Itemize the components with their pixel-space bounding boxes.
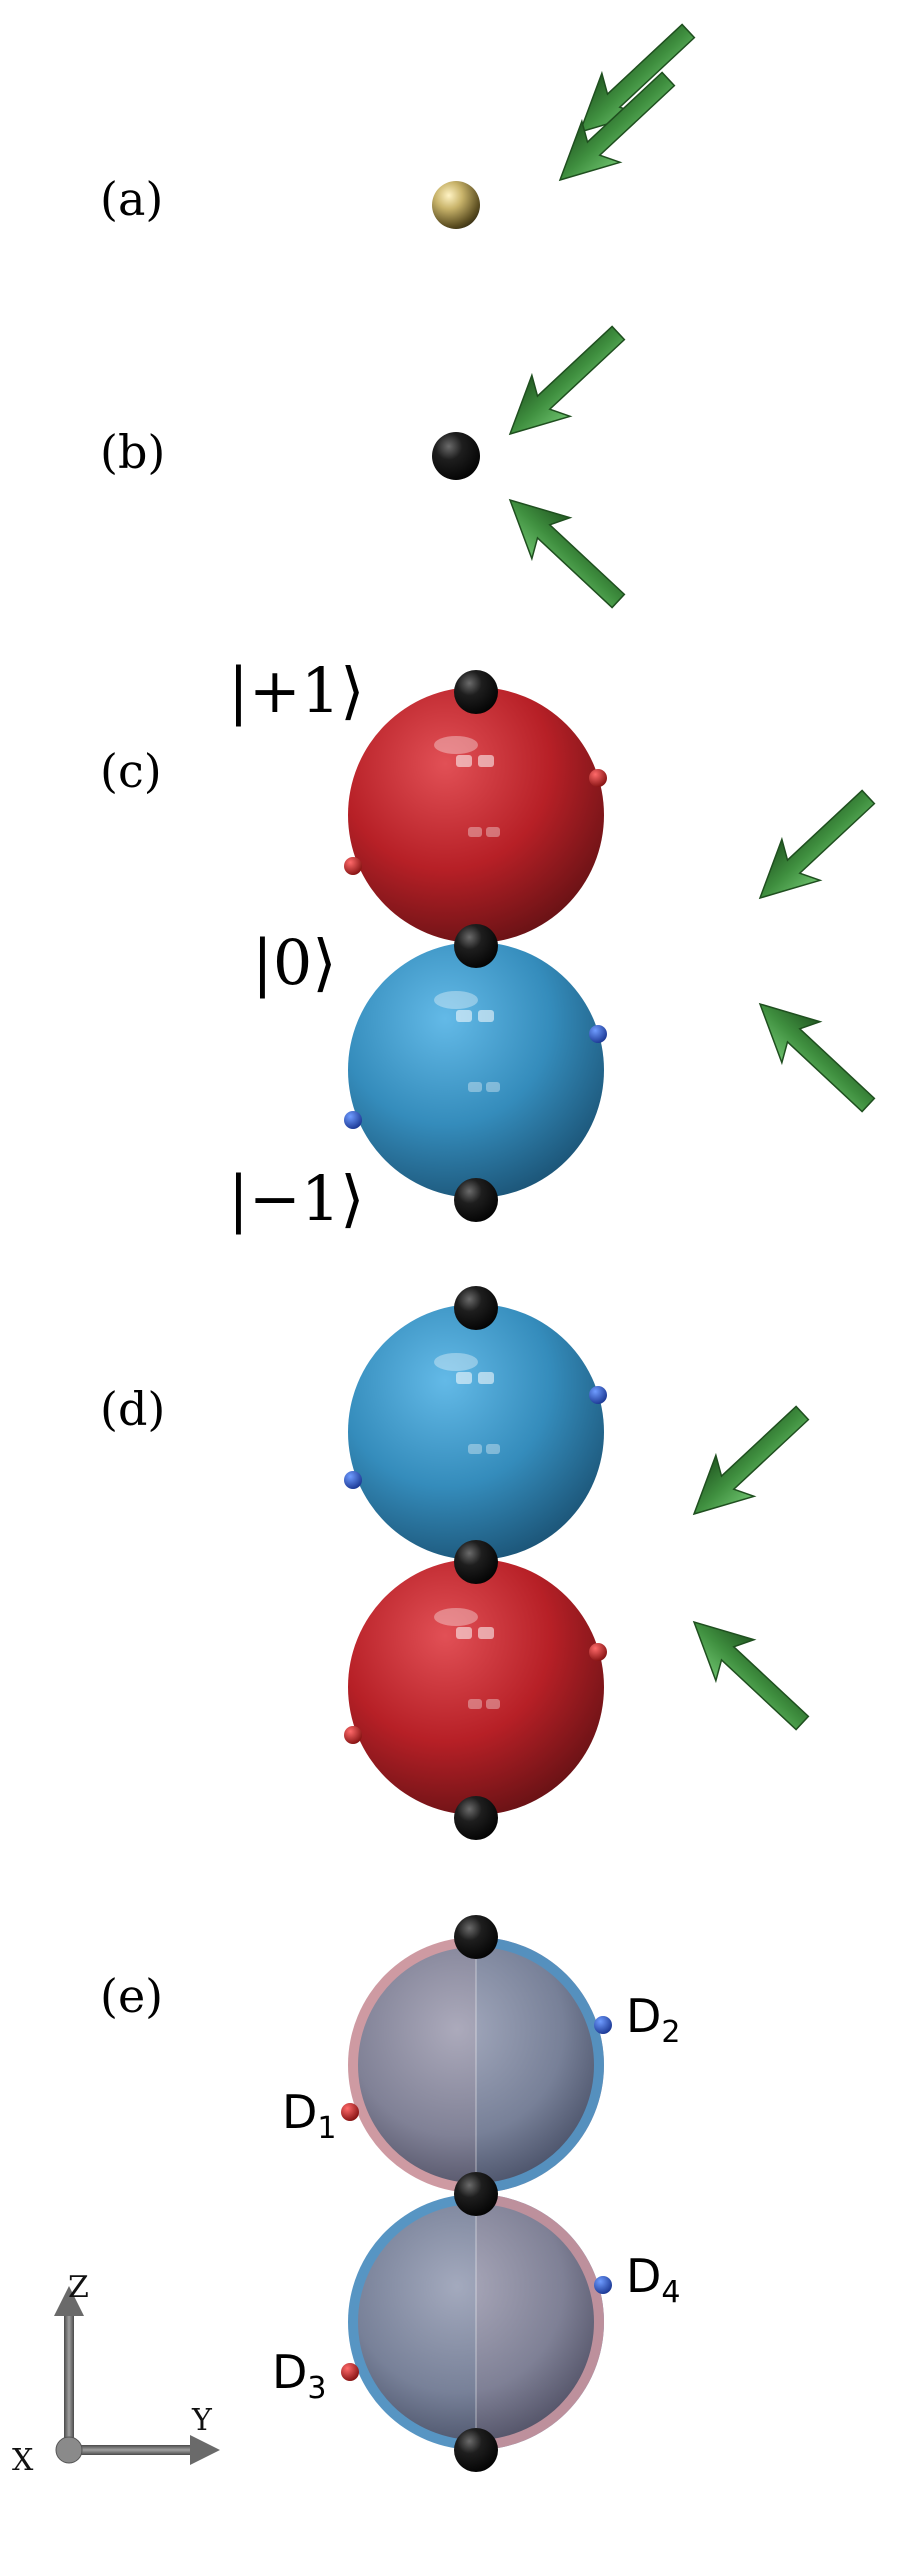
red-satellite-atom — [344, 857, 362, 875]
laser-arrow — [490, 311, 639, 456]
laser-arrow — [740, 775, 889, 920]
ket-minus-one: |−1⟩ — [228, 1162, 364, 1235]
black-atom — [432, 432, 480, 480]
detector-label-d3: D3 — [272, 2345, 327, 2406]
blue-sphere — [348, 1304, 604, 1560]
red-satellite-atom — [341, 2363, 359, 2381]
red-satellite-atom — [589, 769, 607, 787]
mixed-sphere — [358, 1947, 594, 2183]
black-atom — [454, 1540, 498, 1584]
panel-e-label: (e) — [100, 1969, 163, 2023]
laser-arrow — [540, 57, 689, 202]
red-sphere — [348, 1559, 604, 1815]
x-axis-label: X — [12, 2443, 34, 2478]
mixed-sphere — [358, 2204, 594, 2440]
laser-arrow — [674, 1391, 823, 1536]
red-satellite-atom — [344, 1726, 362, 1744]
detector-label-d4: D4 — [626, 2249, 681, 2310]
panel-c: (c) |+1⟩ |0⟩ |−1⟩ — [100, 654, 889, 1235]
panel-d-label: (d) — [100, 1382, 165, 1436]
y-axis — [74, 2445, 194, 2455]
black-atom — [454, 1796, 498, 1840]
gold-atom — [432, 181, 480, 229]
blue-satellite-atom — [594, 2276, 612, 2294]
z-axis-label: Z — [68, 2270, 89, 2305]
ket-zero: |0⟩ — [252, 926, 337, 999]
black-atom — [454, 670, 498, 714]
detector-label-d1: D1 — [282, 2085, 337, 2146]
blue-satellite-atom — [589, 1025, 607, 1043]
panel-e: (e) D2 D1 D4 D3 — [100, 1915, 681, 2472]
black-atom — [454, 1286, 498, 1330]
laser-arrow — [674, 1600, 823, 1745]
panel-a-label: (a) — [100, 172, 163, 226]
blue-sphere — [348, 942, 604, 1198]
panel-b-label: (b) — [100, 425, 165, 479]
laser-arrow — [740, 982, 889, 1127]
detector-label-d2: D2 — [626, 1989, 681, 2050]
blue-satellite-atom — [344, 1111, 362, 1129]
black-atom — [454, 1178, 498, 1222]
ket-plus-one: |+1⟩ — [228, 654, 364, 727]
x-axis-origin — [55, 2436, 83, 2464]
panel-d: (d) — [100, 1286, 823, 1840]
panel-c-label: (c) — [100, 744, 162, 798]
black-atom — [454, 924, 498, 968]
blue-satellite-atom — [589, 1386, 607, 1404]
black-atom — [454, 1915, 498, 1959]
laser-arrow — [490, 478, 639, 623]
z-axis-arrowhead — [54, 2286, 84, 2316]
blue-satellite-atom — [594, 2016, 612, 2034]
y-axis-arrowhead — [190, 2435, 220, 2465]
red-satellite-atom — [341, 2103, 359, 2121]
blue-satellite-atom — [344, 1471, 362, 1489]
z-axis — [64, 2312, 74, 2452]
red-sphere — [348, 687, 604, 943]
y-axis-label: Y — [191, 2403, 213, 2438]
panel-a: (a) — [100, 9, 709, 229]
black-atom — [454, 2428, 498, 2472]
panel-b: (b) — [100, 311, 639, 623]
red-satellite-atom — [589, 1643, 607, 1661]
axes-triad: Z Y X — [12, 2270, 220, 2478]
black-atom — [454, 2172, 498, 2216]
